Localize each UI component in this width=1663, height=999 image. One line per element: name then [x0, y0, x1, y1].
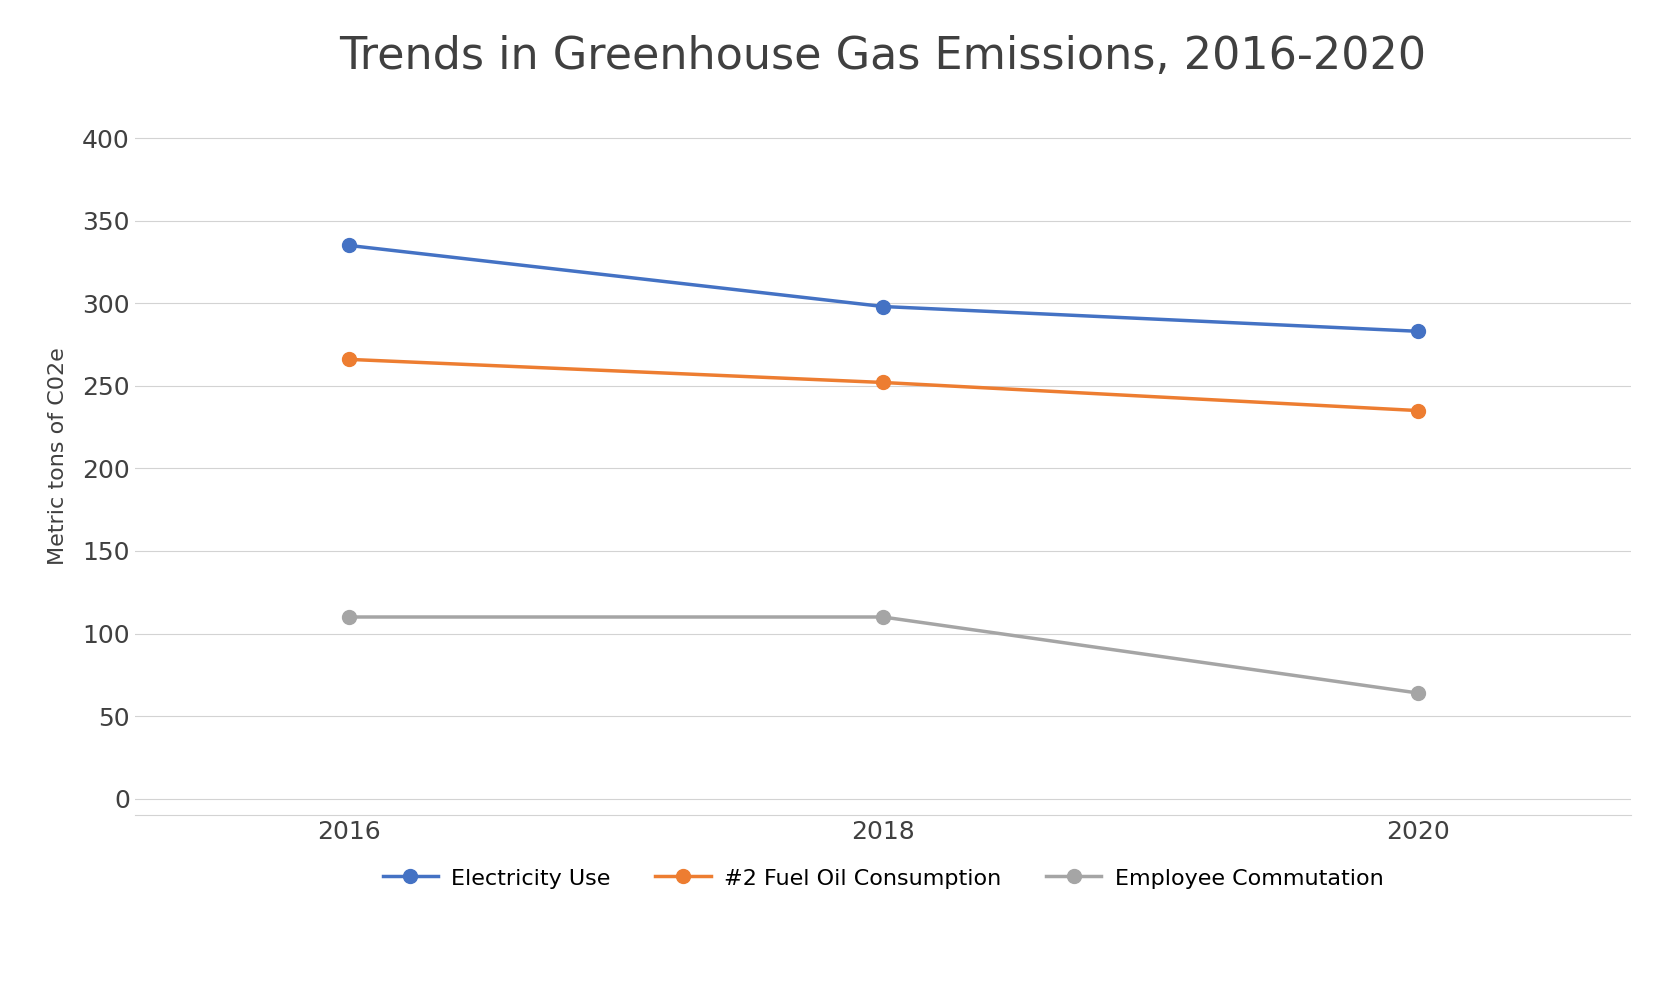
Line: Electricity Use: Electricity Use [341, 239, 1425, 339]
Employee Commutation [339, 611, 359, 623]
Electricity Use [873, 301, 893, 313]
Electricity Use [1407, 326, 1427, 338]
#2 Fuel Oil Consumption [873, 377, 893, 389]
Employee Commutation [1407, 687, 1427, 699]
#2 Fuel Oil Consumption [339, 354, 359, 366]
#2 Fuel Oil Consumption [1407, 405, 1427, 417]
Employee Commutation [873, 611, 893, 623]
Title: Trends in Greenhouse Gas Emissions, 2016-2020: Trends in Greenhouse Gas Emissions, 2016… [339, 35, 1427, 78]
Legend: Electricity Use, #2 Fuel Oil Consumption, Employee Commutation: Electricity Use, #2 Fuel Oil Consumption… [374, 858, 1392, 897]
Electricity Use [339, 240, 359, 252]
Line: #2 Fuel Oil Consumption: #2 Fuel Oil Consumption [341, 353, 1425, 418]
Line: Employee Commutation: Employee Commutation [341, 610, 1425, 700]
Y-axis label: Metric tons of C02e: Metric tons of C02e [48, 347, 68, 564]
